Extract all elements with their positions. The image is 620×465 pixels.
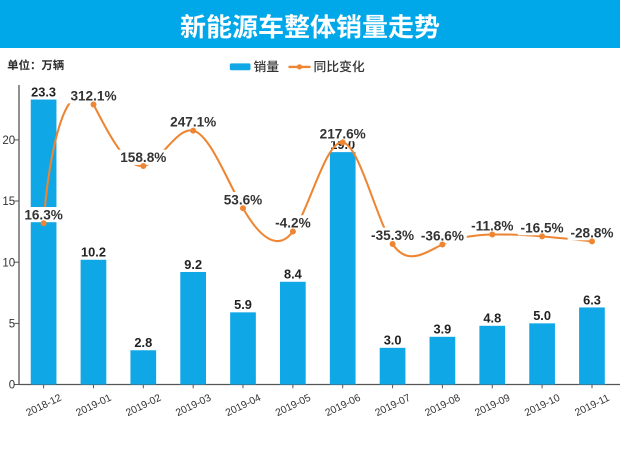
svg-text:2019-10: 2019-10 — [523, 393, 562, 420]
svg-text:2019-09: 2019-09 — [473, 393, 512, 420]
svg-text:20: 20 — [2, 135, 15, 147]
svg-text:10.2: 10.2 — [81, 245, 106, 260]
svg-text:2018-12: 2018-12 — [25, 393, 64, 420]
svg-text:-11.8%: -11.8% — [471, 219, 513, 234]
svg-text:2019-08: 2019-08 — [423, 393, 462, 420]
svg-text:-16.5%: -16.5% — [521, 221, 564, 236]
svg-text:23.3: 23.3 — [31, 84, 56, 99]
svg-text:2019-05: 2019-05 — [274, 393, 313, 420]
svg-text:10: 10 — [2, 257, 15, 269]
svg-text:217.6%: 217.6% — [320, 127, 366, 142]
svg-text:8.4: 8.4 — [284, 267, 303, 282]
svg-text:0: 0 — [9, 380, 15, 392]
svg-text:-28.8%: -28.8% — [570, 226, 613, 241]
svg-text:312.1%: 312.1% — [70, 89, 116, 104]
svg-text:5: 5 — [9, 319, 15, 331]
svg-text:6.3: 6.3 — [583, 292, 601, 307]
svg-text:247.1%: 247.1% — [170, 115, 216, 130]
svg-text:2019-07: 2019-07 — [374, 393, 413, 420]
svg-text:9.2: 9.2 — [184, 257, 202, 272]
svg-text:2019-06: 2019-06 — [324, 393, 363, 420]
svg-text:5.0: 5.0 — [533, 308, 551, 323]
svg-text:2.8: 2.8 — [134, 335, 152, 350]
svg-text:2019-01: 2019-01 — [75, 393, 114, 420]
svg-text:-35.3%: -35.3% — [371, 228, 414, 243]
svg-text:4.8: 4.8 — [483, 311, 501, 326]
svg-text:53.6%: 53.6% — [224, 192, 263, 207]
svg-text:158.8%: 158.8% — [120, 150, 166, 165]
svg-text:-36.6%: -36.6% — [421, 229, 464, 244]
svg-text:2019-03: 2019-03 — [174, 393, 213, 420]
svg-text:3.9: 3.9 — [434, 322, 452, 337]
svg-text:16.3%: 16.3% — [24, 207, 63, 222]
svg-text:3.0: 3.0 — [384, 333, 402, 348]
svg-text:5.9: 5.9 — [234, 297, 252, 312]
svg-text:15: 15 — [2, 196, 15, 208]
svg-text:2019-04: 2019-04 — [224, 393, 263, 420]
svg-text:2019-11: 2019-11 — [573, 393, 611, 419]
svg-text:2019-02: 2019-02 — [124, 393, 163, 420]
svg-text:-4.2%: -4.2% — [275, 216, 311, 231]
